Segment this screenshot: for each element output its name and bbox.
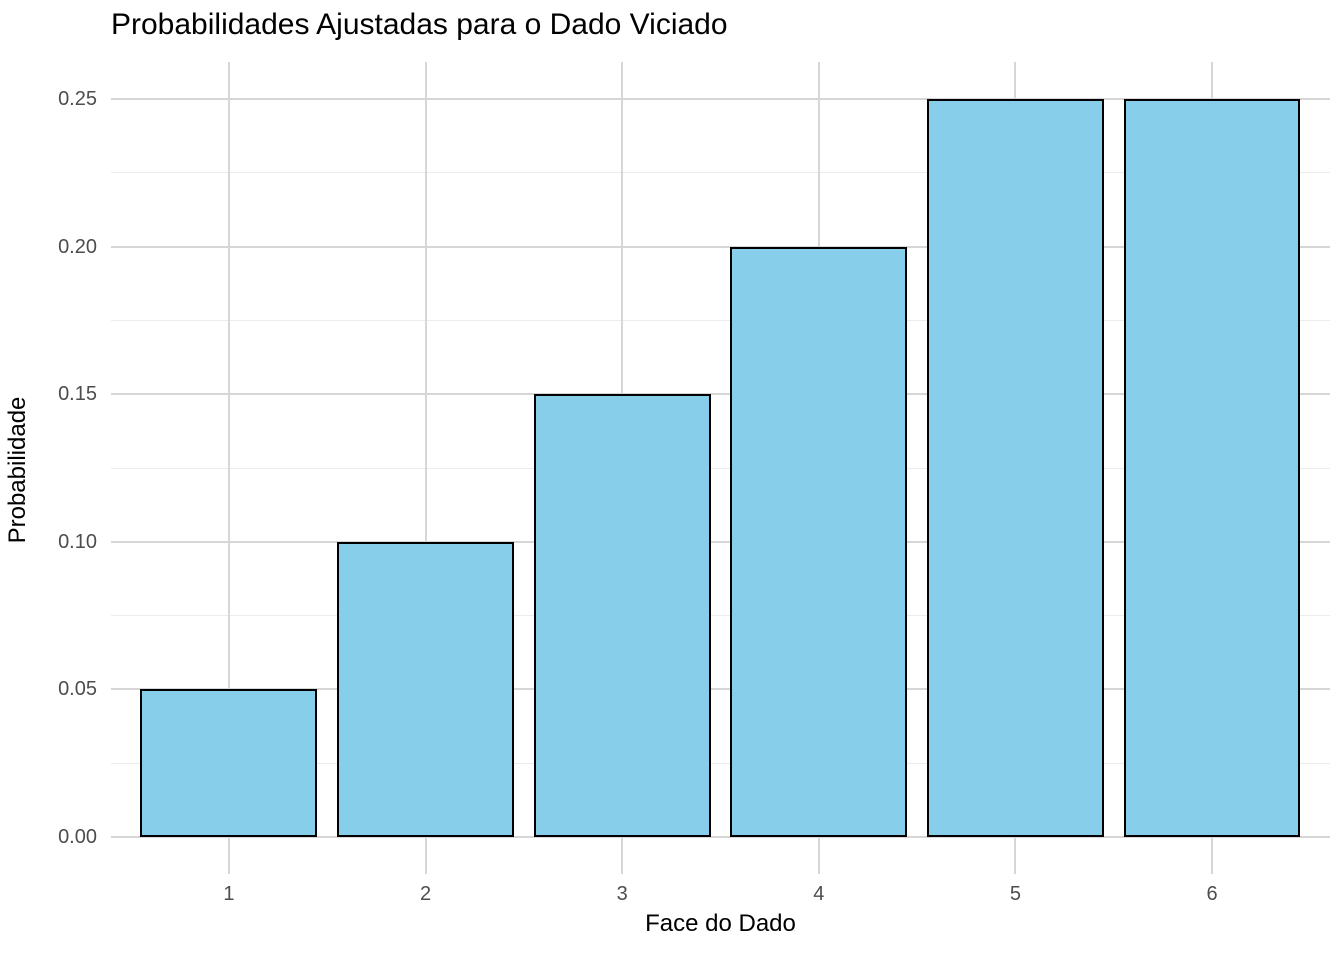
bar-face-6 (1123, 98, 1301, 838)
y-tick-label: 0.05 (58, 678, 97, 701)
x-tick-label: 3 (616, 883, 628, 905)
chart-title: Probabilidades Ajustadas para o Dado Vic… (111, 8, 728, 41)
bar-face-1 (140, 689, 318, 838)
y-tick-label: 0.10 (58, 530, 97, 553)
y-minor-gridline (111, 762, 1330, 764)
y-tick-label: 0.00 (58, 826, 97, 849)
y-major-gridline (111, 688, 1330, 691)
y-minor-gridline (111, 615, 1330, 617)
bar-face-4 (730, 246, 908, 838)
bar-face-5 (926, 98, 1104, 838)
x-tick-label: 1 (223, 883, 235, 905)
y-minor-gridline (111, 467, 1330, 469)
x-tick-label: 4 (813, 883, 825, 905)
y-major-gridline (111, 97, 1330, 100)
x-major-gridline (227, 62, 230, 874)
y-major-gridline (111, 245, 1330, 248)
x-axis-title: Face do Dado (645, 910, 796, 937)
y-minor-gridline (111, 172, 1330, 174)
y-tick-label: 0.25 (58, 87, 97, 110)
x-tick-label: 2 (420, 883, 432, 905)
y-major-gridline (111, 540, 1330, 543)
x-tick-label: 5 (1009, 883, 1021, 905)
x-tick-label: 6 (1206, 883, 1218, 905)
bar-face-3 (533, 394, 711, 838)
y-axis-title: Probabilidade (4, 396, 31, 544)
plot-panel (111, 62, 1330, 874)
y-tick-label: 0.20 (58, 235, 97, 258)
y-tick-label: 0.15 (58, 383, 97, 406)
x-major-gridline (424, 62, 427, 874)
y-major-gridline (111, 393, 1330, 396)
y-minor-gridline (111, 319, 1330, 321)
bar-face-2 (337, 541, 515, 838)
y-major-gridline (111, 836, 1330, 839)
